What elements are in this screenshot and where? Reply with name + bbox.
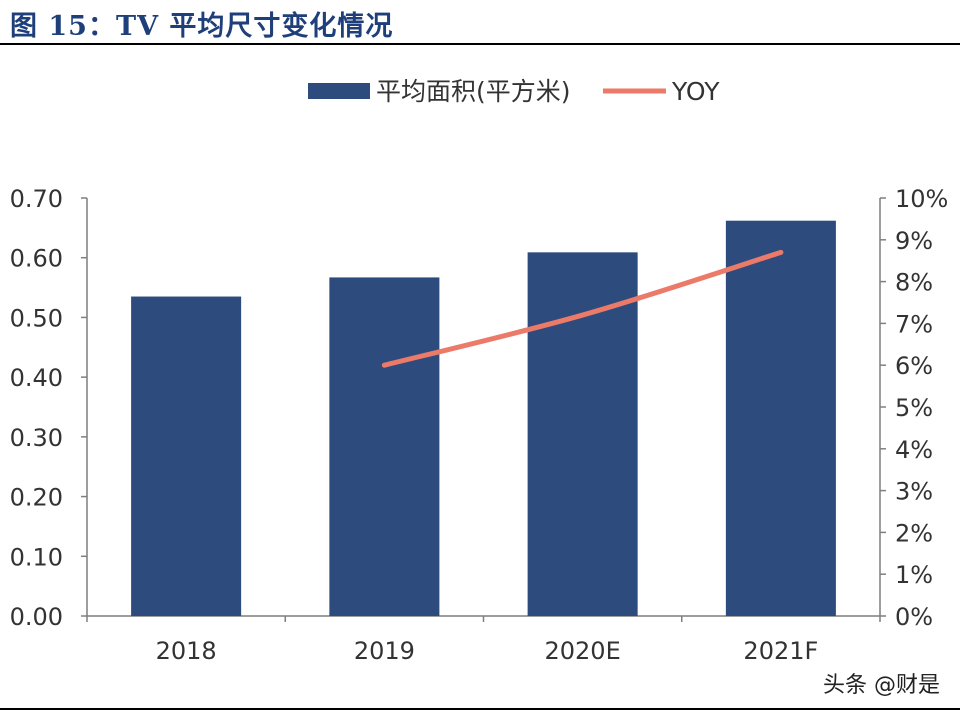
y-left-tick-label: 0.60 — [10, 245, 63, 273]
x-tick-label: 2019 — [354, 637, 415, 665]
y-right-tick-label: 7% — [895, 310, 933, 338]
bars — [131, 220, 836, 617]
yoy-line-layer — [381, 249, 784, 368]
y-right-tick-label: 8% — [895, 269, 933, 297]
bar-2021F — [725, 220, 836, 617]
legend-swatch-bar — [308, 83, 370, 99]
figure-title: 图 15：TV 平均尺寸变化情况 — [10, 11, 394, 42]
y-left-tick-label: 0.00 — [10, 603, 63, 631]
legend: 平均面积(平方米) YOY — [308, 77, 720, 106]
axes: 0.00 0.10 0.20 0.30 0.40 0.50 0.60 0.70 0% 1% 2% 3%… — [10, 185, 949, 665]
y-right-tick-label: 5% — [895, 394, 933, 422]
y-right-tick-label: 0% — [895, 603, 933, 631]
y-right-tick-label: 4% — [895, 436, 933, 464]
x-tick-label: 2018 — [156, 637, 217, 665]
y-left-tick-label: 0.70 — [10, 185, 63, 213]
y-left-tick-label: 0.10 — [10, 543, 63, 571]
y-right-tick-label: 10% — [895, 185, 948, 213]
legend-label-bar: 平均面积(平方米) — [376, 77, 571, 106]
watermark: 头条 @财是 — [823, 673, 940, 698]
y-right-tick-label: 9% — [895, 227, 933, 255]
title-rule — [0, 43, 960, 45]
y-left-tick-label: 0.50 — [10, 304, 63, 332]
bar-2020E — [527, 252, 638, 616]
y-left-tick-label: 0.40 — [10, 364, 63, 392]
bottom-rule — [0, 708, 960, 710]
y-right-tick-label: 1% — [895, 561, 933, 589]
legend-label-line: YOY — [671, 77, 720, 106]
y-right-tick-label: 2% — [895, 519, 933, 547]
bar-2019 — [329, 277, 440, 616]
x-tick-label: 2020E — [545, 637, 621, 665]
y-left-tick-label: 0.30 — [10, 424, 63, 452]
bar-2018 — [131, 296, 242, 616]
y-right-tick-label: 6% — [895, 352, 933, 380]
y-right-tick-label: 3% — [895, 478, 933, 506]
y-left-tick-label: 0.20 — [10, 484, 63, 512]
x-tick-label: 2021F — [743, 637, 818, 665]
